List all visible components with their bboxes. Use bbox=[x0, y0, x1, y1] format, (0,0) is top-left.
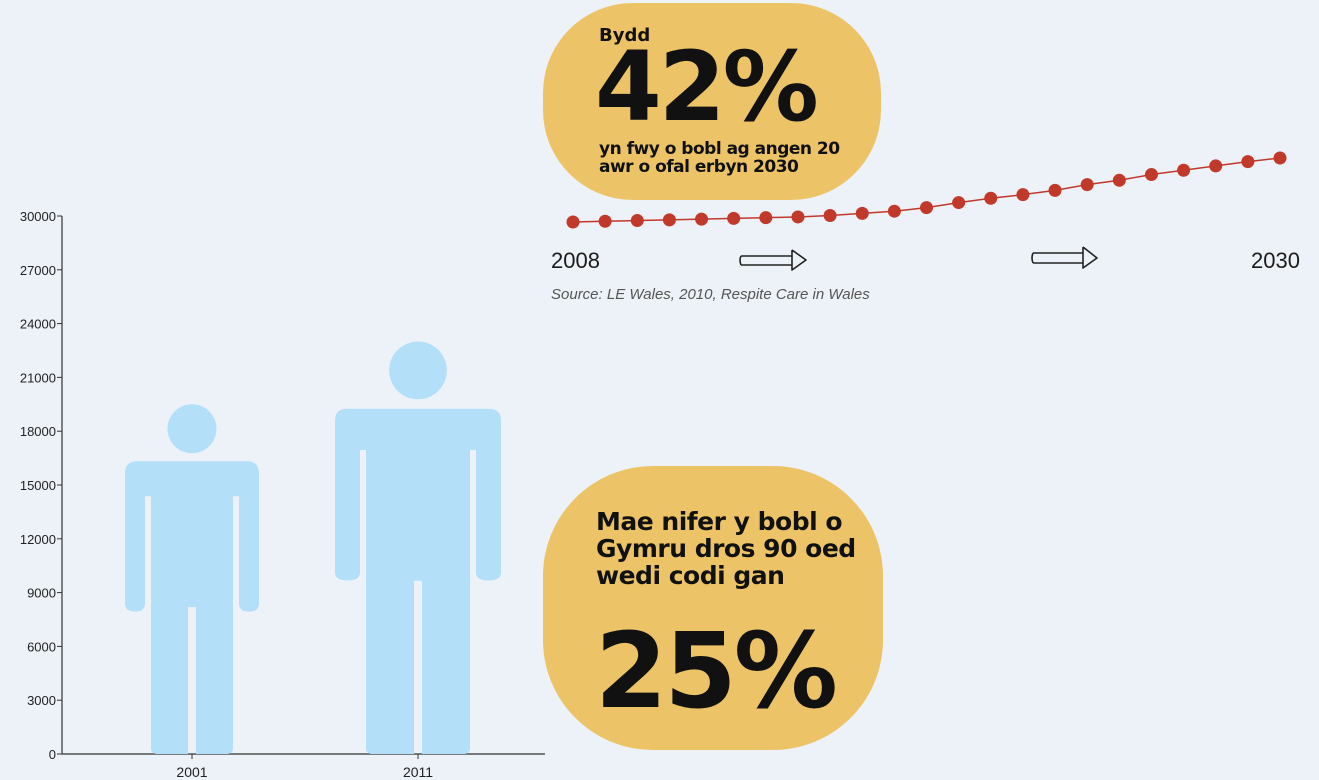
bar-person-2001 bbox=[125, 404, 259, 754]
trend-line-point bbox=[695, 212, 709, 226]
trend-line-point bbox=[1048, 183, 1062, 197]
trend-line-point bbox=[598, 214, 612, 228]
trend-line-point bbox=[920, 201, 933, 215]
trend-line-point bbox=[1112, 173, 1126, 187]
trend-line-point bbox=[1144, 168, 1158, 182]
trend-line-point bbox=[823, 209, 837, 223]
y-tick-label: 18000 bbox=[20, 424, 56, 439]
line-x-start-label: 2008 bbox=[551, 248, 600, 273]
trend-line-point bbox=[1241, 155, 1255, 169]
trend-line-chart bbox=[566, 151, 1287, 271]
trend-line-point bbox=[791, 210, 805, 224]
y-tick-label: 30000 bbox=[20, 209, 56, 224]
x-tick-label: 2011 bbox=[403, 764, 433, 780]
trend-line-point bbox=[1209, 159, 1223, 173]
y-tick-label: 15000 bbox=[20, 478, 56, 493]
x-tick-label: 2001 bbox=[176, 764, 207, 780]
trend-line-point bbox=[855, 206, 869, 220]
callout-top-prefix: Bydd bbox=[599, 25, 651, 46]
arrow-right-icon bbox=[1031, 246, 1098, 269]
y-tick-label: 27000 bbox=[20, 263, 56, 278]
bar-person-2011 bbox=[335, 341, 501, 754]
callout-bottom-value: 25% bbox=[595, 610, 838, 732]
trend-line-point bbox=[759, 211, 773, 225]
trend-line-point bbox=[662, 213, 676, 227]
y-tick-label: 12000 bbox=[20, 532, 56, 547]
callout-top-caption: yn fwy o bobl ag angen 20 awr o ofal erb… bbox=[599, 139, 840, 177]
trend-line-point bbox=[1080, 178, 1094, 192]
trend-line-point bbox=[630, 214, 644, 228]
bar-chart-axes: 0 3000 6000 9000 12000 15000 18000 21000 24000 27… bbox=[20, 209, 545, 780]
callout-bottom: Mae nifer y bobl o Gymru dros 90 oed wed… bbox=[543, 466, 883, 750]
y-tick-label: 0 bbox=[49, 747, 56, 762]
line-x-end-label: 2030 bbox=[1251, 248, 1300, 273]
y-tick-label: 6000 bbox=[27, 639, 56, 654]
y-tick-label: 9000 bbox=[27, 586, 56, 601]
trend-line-point bbox=[984, 191, 998, 205]
y-tick-label: 3000 bbox=[27, 693, 56, 708]
source-note: Source: LE Wales, 2010, Respite Care in … bbox=[551, 286, 870, 303]
callout-top: Bydd 42% yn fwy o bobl ag angen 20 awr o… bbox=[543, 3, 881, 200]
callout-bottom-caption: Mae nifer y bobl o Gymru dros 90 oed wed… bbox=[596, 507, 856, 590]
y-tick-label: 24000 bbox=[20, 317, 56, 332]
trend-line-point bbox=[887, 204, 901, 218]
trend-line-marks bbox=[566, 151, 1287, 229]
person-bar-chart: 0 3000 6000 9000 12000 15000 18000 21000 24000 27… bbox=[20, 209, 545, 780]
callout-top-value: 42% bbox=[595, 31, 819, 143]
trend-line-point bbox=[1016, 188, 1030, 202]
trend-line-point bbox=[952, 196, 966, 210]
bar-chart-marks bbox=[125, 341, 501, 754]
trend-line-point bbox=[727, 211, 741, 225]
trend-line-point bbox=[566, 215, 580, 229]
y-tick-label: 21000 bbox=[20, 370, 56, 385]
arrow-right-icon bbox=[739, 249, 807, 271]
trend-line-point bbox=[1273, 151, 1287, 165]
trend-line-point bbox=[1177, 163, 1191, 177]
